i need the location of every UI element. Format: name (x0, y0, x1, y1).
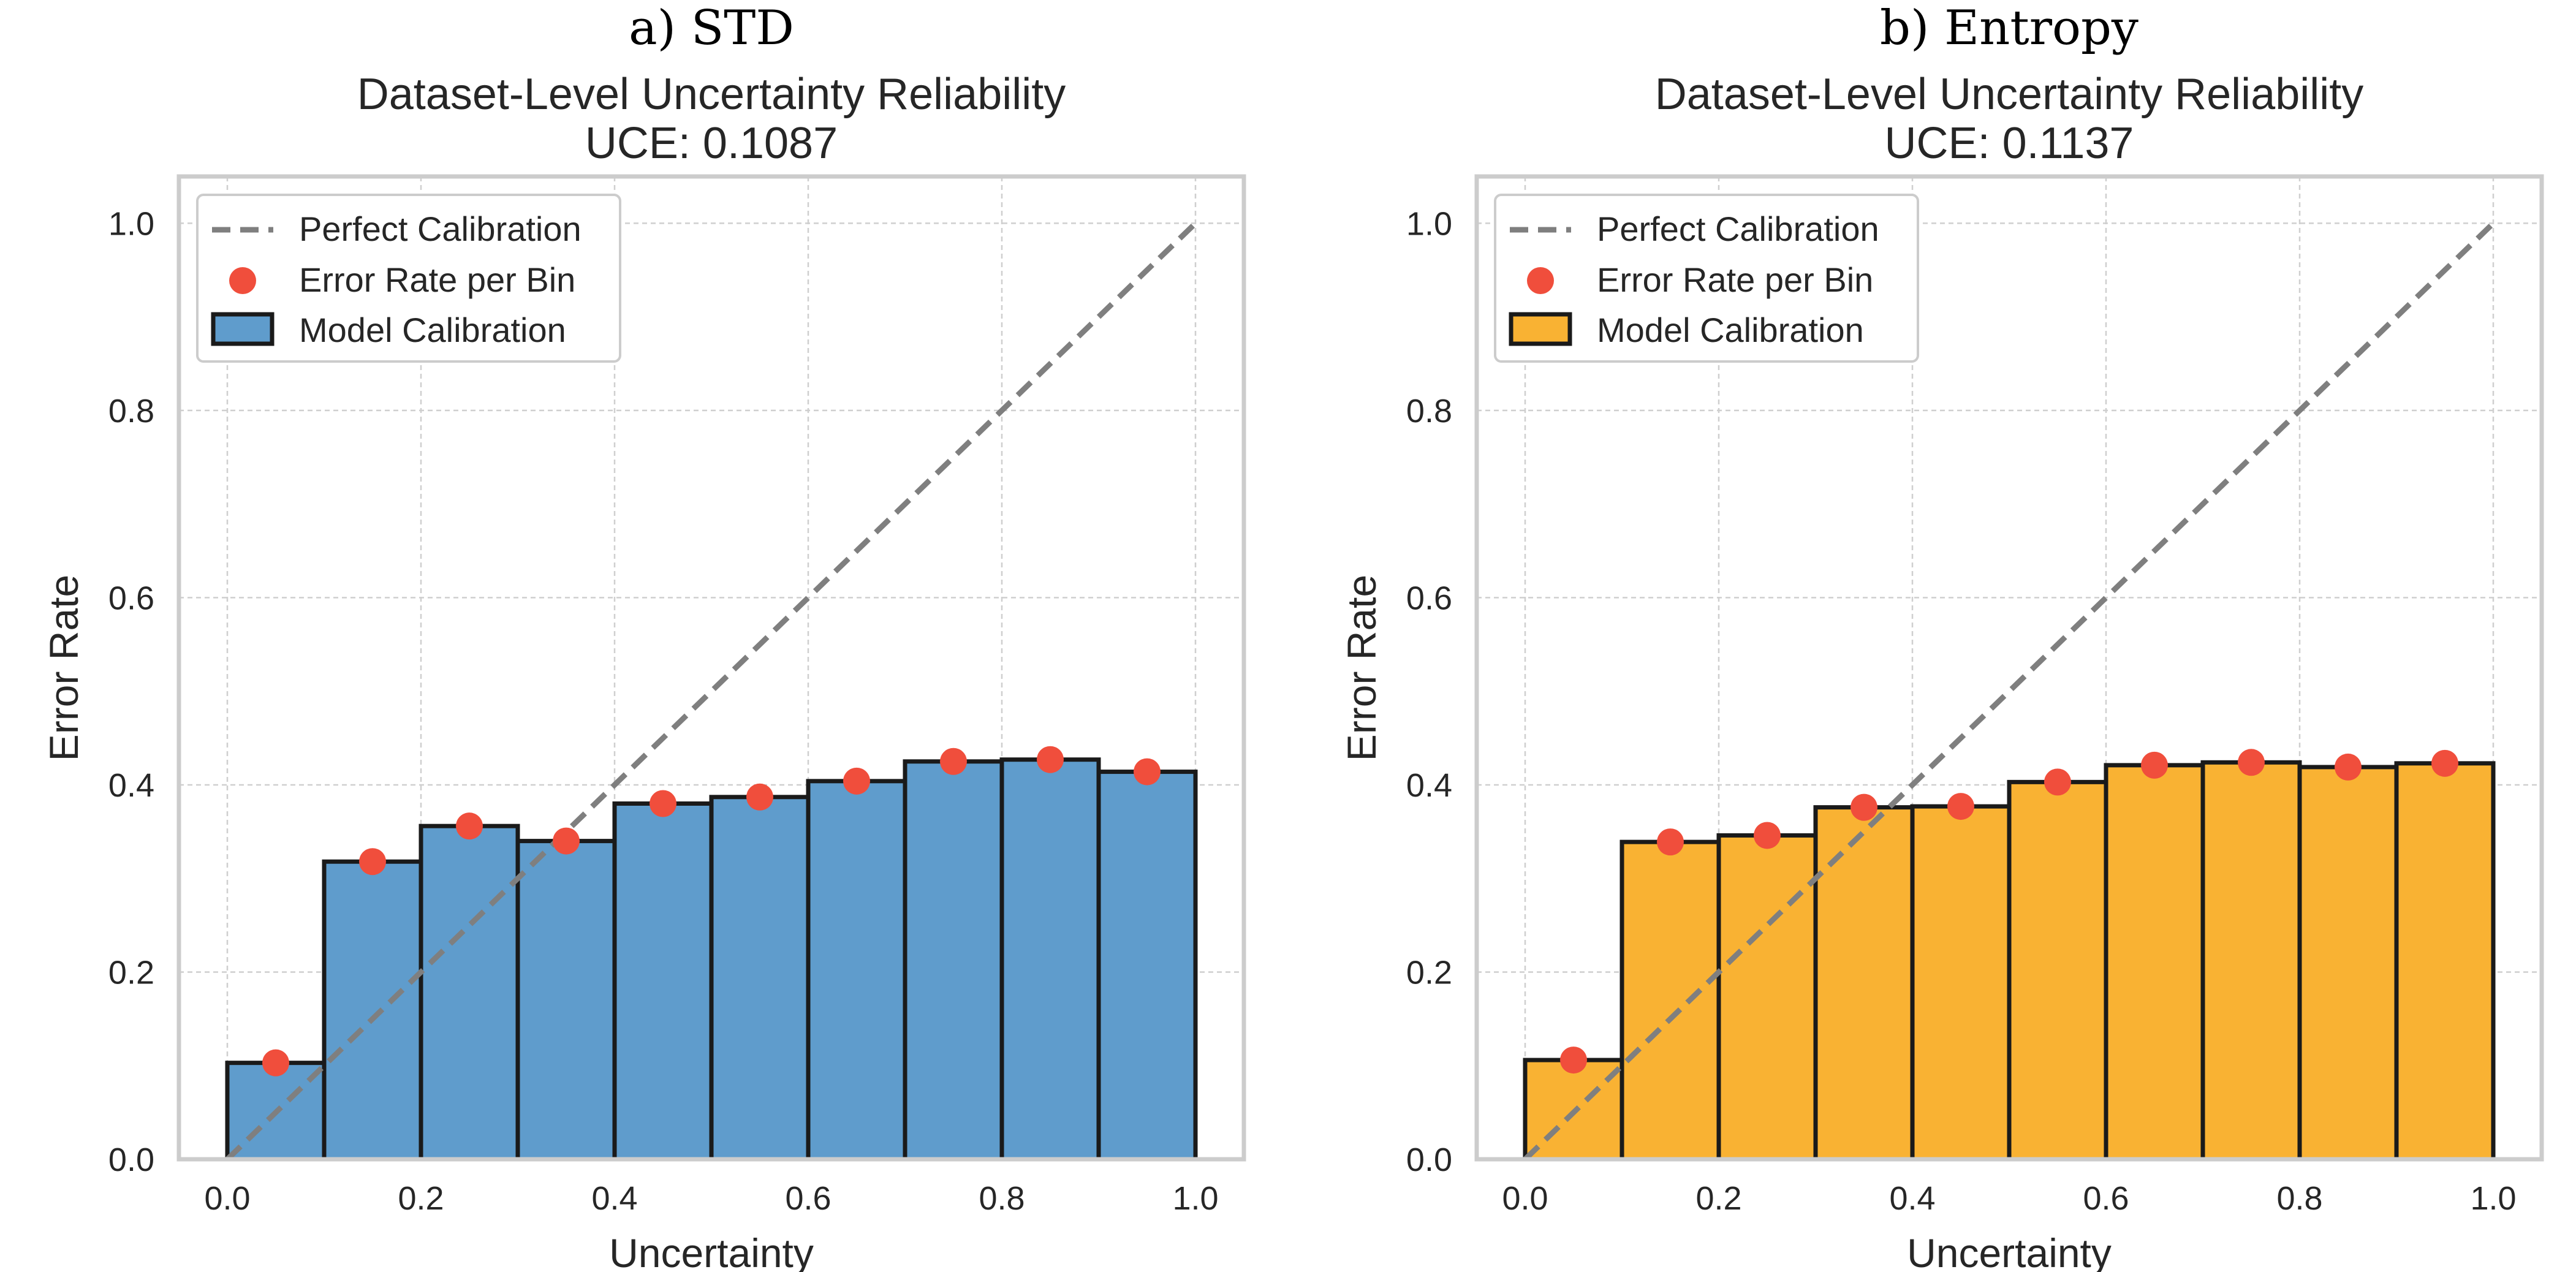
y-axis-label: Error Rate (41, 575, 86, 761)
chart-subtitle-uce: UCE: 0.1137 (1885, 119, 2134, 168)
legend-entry: Perfect Calibration (1597, 210, 1879, 248)
y-tick-label: 0.8 (1406, 393, 1452, 430)
error-rate-point (2431, 749, 2458, 777)
y-tick-label: 0.0 (1406, 1141, 1452, 1178)
x-tick-label: 1.0 (2470, 1180, 2516, 1217)
legend-bar-swatch (1509, 312, 1572, 346)
legend-point-swatch (229, 267, 256, 294)
error-rate-point (1754, 822, 1781, 849)
y-tick-label: 0.0 (108, 1141, 154, 1178)
x-tick-label: 0.2 (398, 1180, 444, 1217)
y-tick-label: 0.6 (1406, 580, 1452, 616)
panel-label: b) Entropy (1880, 1, 2138, 56)
x-tick-label: 0.4 (591, 1180, 637, 1217)
x-tick-label: 0.2 (1695, 1180, 1741, 1217)
y-tick-label: 0.2 (1406, 954, 1452, 991)
error-rate-point (2335, 753, 2362, 781)
calibration-bar (419, 823, 520, 1162)
calibration-bar (1910, 804, 2012, 1162)
calibration-bar (2104, 763, 2205, 1162)
calibration-bar (2007, 779, 2108, 1162)
error-rate-point (1851, 793, 1877, 821)
y-tick-label: 0.6 (108, 580, 154, 616)
error-rate-point (1134, 758, 1161, 786)
calibration-bar (2394, 761, 2496, 1162)
calibration-bar (999, 757, 1101, 1162)
y-tick-label: 1.0 (1406, 205, 1452, 242)
y-tick-label: 0.4 (1406, 767, 1452, 804)
x-axis-label: Uncertainty (1907, 1230, 2112, 1272)
calibration-bar (1619, 839, 1721, 1162)
x-tick-label: 0.0 (1502, 1180, 1548, 1217)
chart-panel-entropy: b) Entropy Dataset-Level Uncertainty Reli… (1339, 1, 2544, 1272)
error-rate-point (746, 783, 773, 811)
y-axis-label: Error Rate (1339, 575, 1384, 761)
error-rate-point (262, 1049, 289, 1077)
error-rate-point (1947, 793, 1974, 820)
error-rate-point (1037, 746, 1064, 773)
calibration-bar (806, 779, 907, 1162)
calibration-bar (1096, 770, 1198, 1162)
error-rate-point (650, 790, 676, 817)
error-rate-point (843, 767, 870, 795)
calibration-bar (612, 801, 714, 1162)
chart-subtitle-uce: UCE: 0.1087 (585, 119, 838, 168)
y-tick-label: 0.4 (108, 767, 154, 804)
calibration-bar (903, 759, 1004, 1162)
error-rate-point (2141, 751, 2168, 779)
legend-entry: Model Calibration (1597, 311, 1864, 349)
calibration-bar (2297, 765, 2399, 1162)
x-tick-label: 0.4 (1889, 1180, 1935, 1217)
legend-box (196, 194, 621, 363)
x-tick-label: 1.0 (1172, 1180, 1218, 1217)
error-rate-point (2238, 749, 2265, 776)
legend-box (1494, 194, 1919, 363)
error-rate-point (940, 748, 967, 775)
x-axis-label: Uncertainty (609, 1230, 814, 1272)
calibration-bar (709, 795, 811, 1162)
calibration-bar (322, 859, 423, 1162)
calibration-bar (2200, 760, 2302, 1162)
calibration-bar (1813, 805, 1915, 1162)
legend-bar-swatch (211, 312, 275, 346)
y-tick-label: 0.8 (108, 393, 154, 430)
error-rate-point (1657, 828, 1684, 856)
chart-panel-std: a) STD Dataset-Level Uncertainty Reliabil… (41, 1, 1246, 1272)
calibration-bar (515, 839, 617, 1162)
legend-entry: Error Rate per Bin (1597, 260, 1873, 299)
x-tick-label: 0.6 (2083, 1180, 2129, 1217)
legend-entry: Perfect Calibration (299, 210, 581, 248)
chart-title: Dataset-Level Uncertainty Reliability (357, 70, 1066, 119)
chart-title: Dataset-Level Uncertainty Reliability (1655, 70, 2364, 119)
panel-label: a) STD (629, 1, 794, 56)
x-tick-label: 0.6 (785, 1180, 831, 1217)
plot-frame (1474, 174, 2544, 1162)
y-tick-label: 1.0 (108, 205, 154, 242)
calibration-bar (1716, 833, 1818, 1162)
legend-entry: Error Rate per Bin (299, 260, 575, 299)
error-rate-point (553, 827, 580, 855)
error-rate-point (1560, 1047, 1587, 1074)
legend-entry: Model Calibration (299, 311, 566, 349)
x-tick-label: 0.0 (204, 1180, 250, 1217)
x-tick-label: 0.8 (2276, 1180, 2322, 1217)
plot-frame (176, 174, 1246, 1162)
x-tick-label: 0.8 (979, 1180, 1025, 1217)
legend-point-swatch (1527, 267, 1554, 294)
error-rate-point (456, 812, 483, 840)
y-tick-label: 0.2 (108, 954, 154, 991)
error-rate-point (359, 848, 386, 876)
error-rate-point (2044, 768, 2071, 796)
